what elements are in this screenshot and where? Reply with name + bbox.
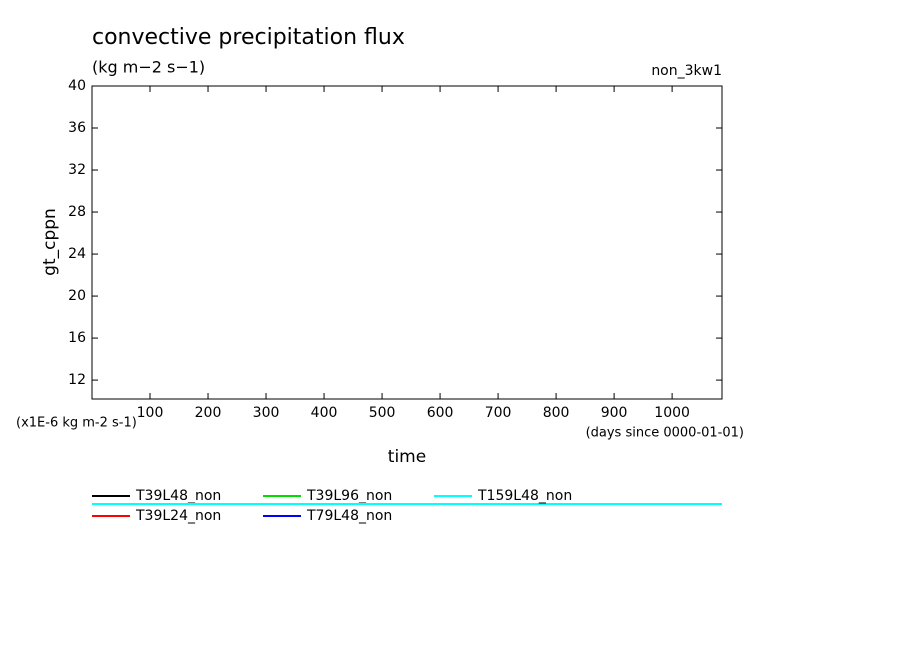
y-tick-label: 32: [68, 162, 86, 178]
legend-label: T39L48_non: [135, 488, 221, 504]
x-tick-label: 100: [137, 405, 164, 421]
x-tick-label: 700: [485, 405, 512, 421]
x-tick-label: 300: [253, 405, 280, 421]
subtitle: (kg m−2 s−1): [92, 58, 205, 77]
legend-label: T79L48_non: [306, 508, 392, 524]
x-tick-label: 900: [601, 405, 628, 421]
x-tick-label: 800: [543, 405, 570, 421]
y-tick-label: 16: [68, 330, 86, 346]
run-label: non_3kw1: [651, 63, 722, 79]
y-tick-label: 36: [68, 120, 86, 136]
y-tick-label: 12: [68, 372, 86, 388]
x-tick-label: 600: [427, 405, 454, 421]
chart-title: convective precipitation flux: [92, 25, 405, 50]
plot-frame: [91, 85, 723, 400]
legend-label: T159L48_non: [477, 488, 572, 504]
y-tick-label: 28: [68, 204, 86, 220]
y-tick-label: 20: [68, 288, 86, 304]
legend-label: T39L96_non: [306, 488, 392, 504]
legend-label: T39L24_non: [135, 508, 221, 524]
x-tick-label: 1000: [654, 405, 690, 421]
y-scale-note: (x1E-6 kg m-2 s-1): [16, 416, 137, 431]
x-unit-note: (days since 0000-01-01): [586, 426, 744, 441]
y-axis-label: gt_cppn: [40, 208, 60, 276]
y-tick-label: 24: [68, 246, 86, 262]
y-tick-label: 40: [68, 78, 86, 94]
x-tick-label: 500: [369, 405, 396, 421]
x-axis-label: time: [388, 447, 426, 467]
x-tick-label: 200: [195, 405, 222, 421]
x-tick-label: 400: [311, 405, 338, 421]
